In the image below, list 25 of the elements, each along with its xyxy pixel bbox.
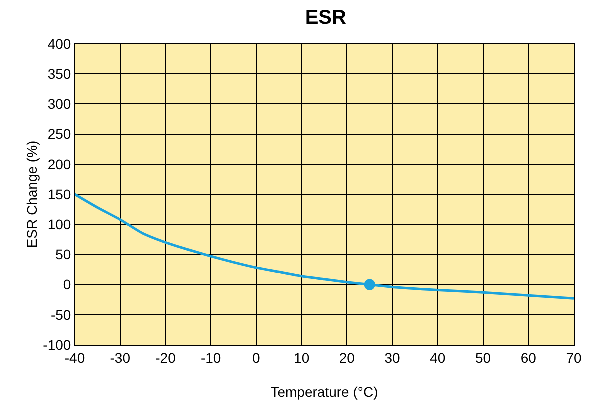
y-tick-label: 200 — [48, 156, 72, 172]
x-tick-label: -20 — [156, 350, 176, 366]
x-tick-label: 50 — [475, 350, 492, 366]
x-tick-label: 60 — [520, 350, 537, 366]
y-tick-label: 0 — [63, 276, 72, 293]
y-axis-title: ESR Change (%) — [24, 140, 40, 248]
x-tick-label: -30 — [110, 350, 131, 366]
x-tick-label: 10 — [294, 350, 310, 366]
line-series — [75, 193, 574, 300]
y-tick-label: 150 — [48, 186, 72, 202]
y-tick-label: 400 — [48, 36, 72, 52]
x-tick-label: 30 — [384, 350, 401, 366]
chart-title: ESR — [305, 7, 348, 30]
y-tick-label: -50 — [50, 306, 72, 323]
y-tick-label: 350 — [48, 66, 72, 82]
y-tick-label: 300 — [48, 96, 72, 112]
y-tick-label: 50 — [56, 246, 72, 263]
x-tick-label: 0 — [252, 350, 261, 366]
x-tick-label: 40 — [430, 350, 446, 366]
x-tick-label: 70 — [566, 350, 582, 366]
y-tick-label: 100 — [48, 216, 72, 232]
x-tick-label: 20 — [339, 350, 356, 366]
y-tick-label: 250 — [48, 126, 72, 142]
x-axis-title: Temperature (°C) — [270, 384, 378, 400]
x-tick-label: -10 — [200, 350, 222, 366]
